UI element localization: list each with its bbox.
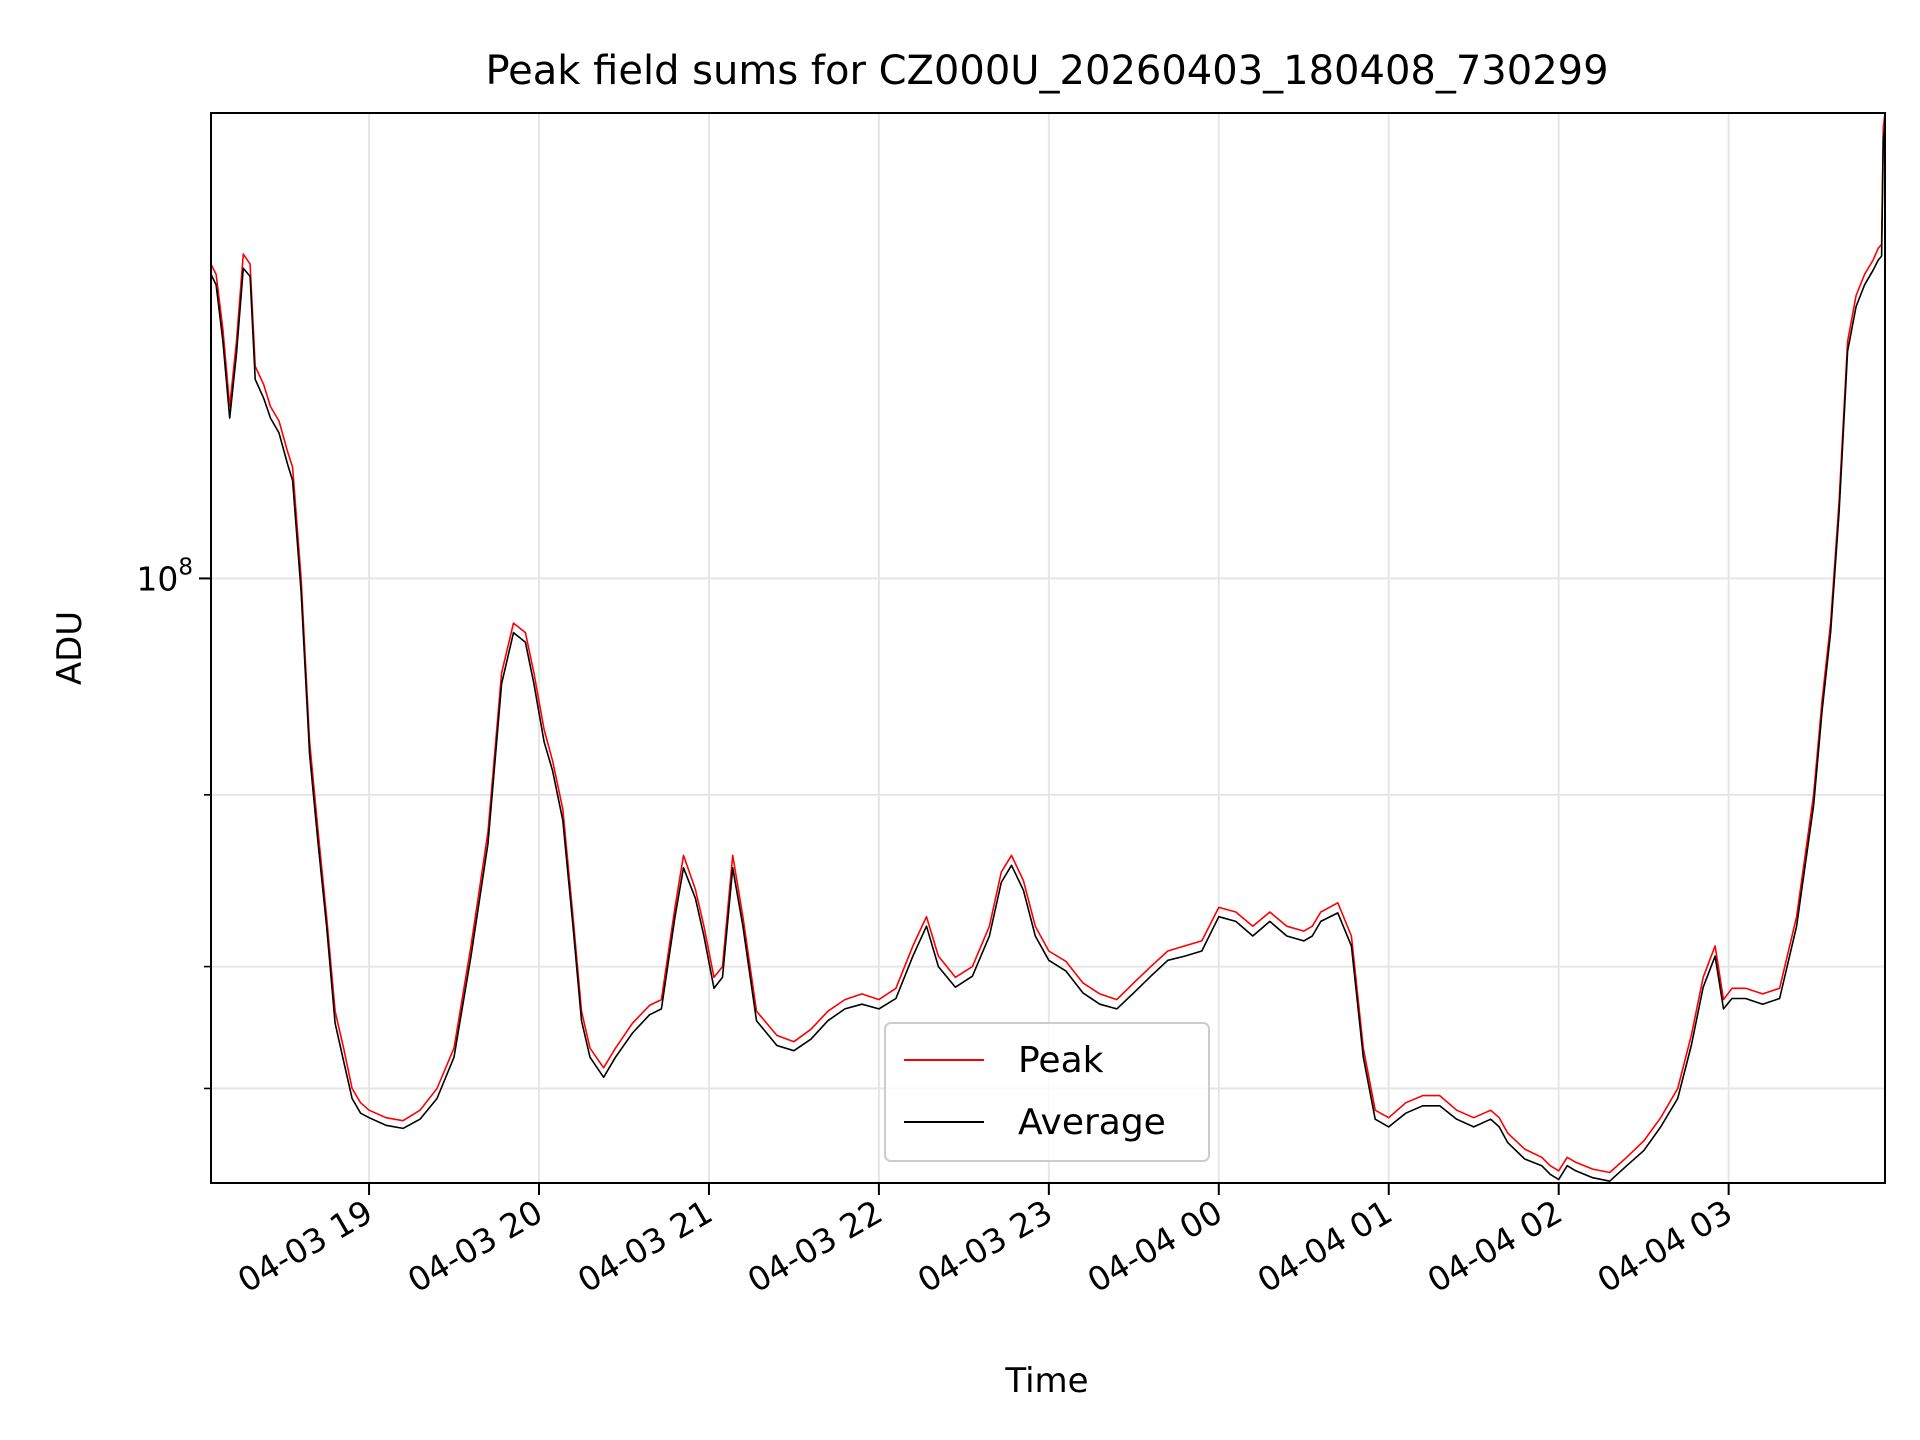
x-axis-label: Time	[1004, 1361, 1088, 1401]
chart-title: Peak field sums for CZ000U_20260403_1804…	[485, 48, 1608, 94]
y-axis: 108	[136, 554, 211, 1090]
y-axis-label: ADU	[50, 611, 90, 685]
legend-box	[884, 1022, 1210, 1162]
y-tick-label-exponent: 8	[178, 554, 193, 580]
series-line-average	[210, 127, 1886, 1182]
legend: Peak Average	[884, 1022, 1210, 1162]
series-line-peak	[210, 112, 1886, 1174]
y-tick-label: 108	[136, 554, 193, 598]
series-layer	[210, 112, 1886, 1182]
grid	[211, 113, 1885, 1183]
y-tick-label-base: 10	[136, 559, 178, 598]
legend-label-average: Average	[1018, 1102, 1166, 1143]
legend-label-peak: Peak	[1018, 1040, 1104, 1081]
